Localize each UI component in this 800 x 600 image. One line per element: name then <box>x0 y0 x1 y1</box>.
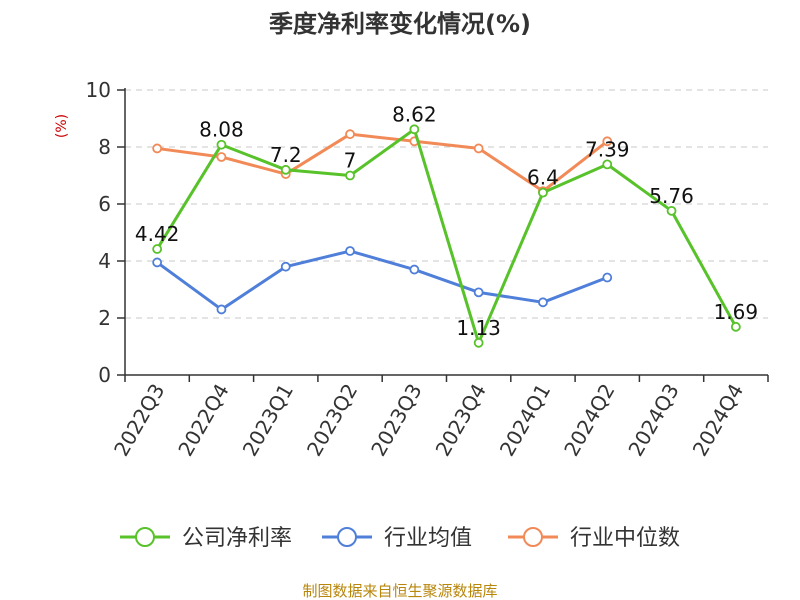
y-tick-label: 2 <box>98 306 111 330</box>
x-tick-label: 2022Q4 <box>173 380 233 461</box>
point-profit <box>280 164 291 175</box>
point-industry_avg <box>473 287 484 298</box>
data-labels: 4.42 8.08 7.2 7 8.62 1.13 6.4 7.39 5.76 1.69 <box>135 102 758 339</box>
point-industry_median <box>152 143 163 154</box>
y-tick-label: 10 <box>86 78 111 102</box>
y-tick-label: 0 <box>98 363 111 387</box>
gridlines <box>125 89 768 319</box>
point-industry_avg <box>216 304 227 315</box>
legend-marker <box>135 527 155 547</box>
x-tick-label: 2024Q2 <box>559 380 619 461</box>
data-label: 7.39 <box>585 137 630 161</box>
legend-label: 行业均值 <box>384 526 472 551</box>
legend-item-industry_avg: 行业均值 <box>322 526 472 551</box>
point-industry_median <box>473 143 484 154</box>
point-industry_avg <box>538 297 548 308</box>
data-label: 1.69 <box>714 300 759 324</box>
x-tick-label: 2023Q1 <box>238 380 298 461</box>
point-industry_median <box>345 129 355 140</box>
point-profit <box>216 139 227 150</box>
data-label: 4.42 <box>135 222 180 246</box>
y-tick-label: 8 <box>98 135 111 159</box>
data-label: 8.08 <box>199 118 244 142</box>
data-label: 7.2 <box>270 143 302 167</box>
data-label: 7 <box>344 149 357 173</box>
y-tick-label: 4 <box>98 249 111 273</box>
series-layer <box>152 124 741 348</box>
x-tick-label: 2023Q3 <box>366 380 426 461</box>
x-tick-label: 2022Q3 <box>109 380 169 461</box>
point-profit <box>345 170 355 181</box>
legend-item-profit: 公司净利率 <box>120 526 292 551</box>
point-industry_avg <box>602 272 613 283</box>
legend-marker <box>337 527 357 547</box>
point-industry_median <box>602 136 613 147</box>
point-profit <box>602 159 613 170</box>
legend: 公司净利率 行业均值 行业中位数 <box>120 526 680 551</box>
series-line-industry_avg <box>156 249 608 311</box>
legend-label: 行业中位数 <box>570 526 680 551</box>
point-profit <box>730 321 741 332</box>
x-tick-label: 2024Q3 <box>623 380 683 461</box>
legend-marker <box>523 527 543 547</box>
point-profit <box>409 124 420 135</box>
point-profit <box>538 187 548 198</box>
data-label: 8.62 <box>392 102 437 126</box>
y-tick-label: 6 <box>98 192 111 216</box>
point-industry_avg <box>280 261 291 272</box>
data-label: 5.76 <box>649 184 694 208</box>
x-tick-label: 2024Q1 <box>495 380 555 461</box>
legend-label: 公司净利率 <box>182 526 292 551</box>
point-profit <box>473 337 484 348</box>
data-label: 1.13 <box>456 316 501 340</box>
x-tick-label: 2024Q4 <box>688 380 748 461</box>
series-line-industry_median <box>156 132 609 193</box>
source-note: 制图数据来自恒生聚源数据库 <box>302 582 497 600</box>
legend-item-industry_median: 行业中位数 <box>508 526 680 551</box>
point-profit <box>152 244 163 254</box>
series-line-profit <box>155 127 738 345</box>
y-axis-label: (%) <box>54 114 70 138</box>
point-industry_avg <box>152 257 163 268</box>
x-tick-label: 2023Q2 <box>302 380 362 461</box>
point-profit <box>666 205 677 216</box>
point-industry_avg <box>409 264 420 275</box>
data-label: 6.4 <box>527 166 559 190</box>
chart-title: 季度净利率变化情况(%) <box>269 10 531 38</box>
point-industry_avg <box>345 246 355 256</box>
x-tick-label: 2023Q4 <box>431 380 491 461</box>
point-industry_median <box>216 152 227 162</box>
